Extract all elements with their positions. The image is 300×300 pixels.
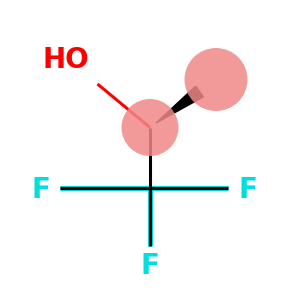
Text: F: F — [238, 176, 257, 205]
Polygon shape — [156, 86, 203, 123]
Text: F: F — [141, 251, 159, 280]
Text: F: F — [31, 176, 50, 205]
Text: HO: HO — [43, 46, 89, 74]
Circle shape — [122, 99, 178, 156]
Circle shape — [184, 48, 248, 111]
